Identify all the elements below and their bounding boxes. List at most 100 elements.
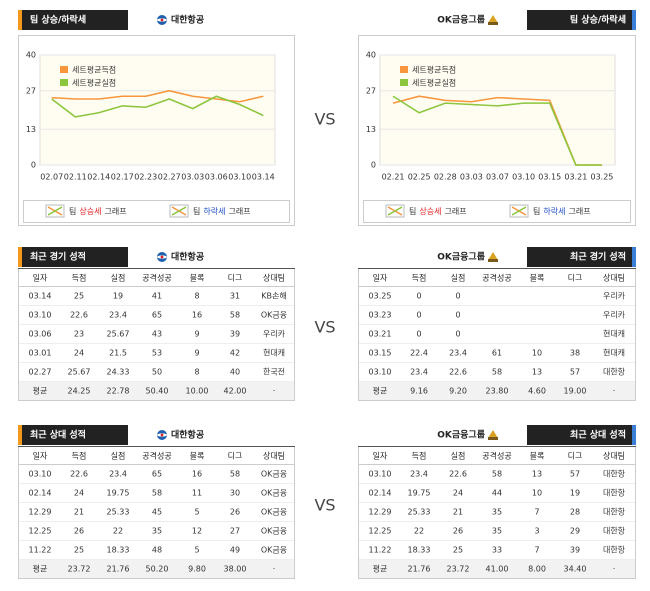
table-cell: 61 — [492, 349, 502, 358]
table-cell: OK금융 — [261, 527, 287, 536]
table-cell: 23 — [74, 330, 84, 339]
x-tick-label: 03.03 — [181, 173, 204, 182]
y-tick-label: 0 — [371, 161, 376, 170]
vs-label: VS — [314, 110, 335, 129]
column-header: 일자 — [33, 452, 48, 461]
table-cell: 5 — [194, 508, 199, 517]
team-logo — [488, 252, 498, 260]
team-logo-dot — [160, 433, 164, 437]
table-cell: 24 — [74, 349, 84, 358]
column-header: 득점 — [72, 273, 87, 283]
table-box — [18, 446, 295, 579]
team-name: OK금융그룹 — [437, 251, 485, 263]
column-header: 상대팀 — [603, 451, 625, 461]
column-header: 디그 — [568, 274, 583, 283]
legend-swatch — [400, 66, 408, 73]
legend-text-pre: 팀 — [533, 206, 540, 216]
column-header: 실점 — [111, 451, 126, 461]
team-logo-dot — [160, 18, 164, 22]
table-cell: 4.60 — [528, 387, 546, 396]
x-tick-label: 02.11 — [64, 173, 87, 182]
table-cell: 9.20 — [449, 387, 467, 396]
y-tick-label: 13 — [26, 125, 36, 134]
table-cell: 24.33 — [107, 368, 130, 377]
column-header: 득점 — [72, 451, 87, 461]
table-cell: 8.00 — [528, 565, 546, 574]
column-header: 공격성공 — [142, 451, 171, 461]
table-cell: 48 — [152, 546, 162, 555]
table-cell: OK금융 — [261, 311, 287, 320]
header-title: 팀 상승/하락세 — [30, 14, 86, 26]
table-cell: 9 — [194, 349, 199, 358]
team-logo-base — [488, 259, 498, 262]
table-cell: 35 — [492, 508, 502, 517]
average-row — [359, 560, 635, 578]
table-cell: 11.22 — [369, 546, 392, 555]
table-cell: 5 — [194, 546, 199, 555]
table-cell: 현대캐 — [603, 330, 625, 339]
table-cell: 22.6 — [70, 311, 88, 320]
average-row — [359, 382, 635, 400]
header-title: 최근 상대 성적 — [570, 429, 626, 441]
table-cell: 대한항 — [603, 527, 626, 536]
table-cell: 25.67 — [107, 330, 130, 339]
y-tick-label: 40 — [366, 51, 376, 60]
column-header: 득점 — [412, 451, 427, 461]
table-cell: 19 — [570, 489, 580, 498]
legend-text-post: 그래프 — [104, 207, 126, 216]
table-cell: 58 — [230, 470, 240, 479]
team-logo — [488, 430, 498, 438]
table-cell: 22 — [414, 527, 424, 536]
table-cell: 우리카 — [603, 292, 626, 301]
table-cell: 24.25 — [68, 387, 91, 396]
x-tick-label: 03.25 — [590, 173, 613, 182]
y-tick-label: 40 — [26, 51, 36, 60]
column-header: 블록 — [530, 273, 545, 283]
header-title: 최근 경기 성적 — [570, 251, 626, 263]
column-header: 상대팀 — [263, 273, 285, 283]
legend-text-em: 상승세 — [79, 206, 101, 216]
table-cell: 0 — [416, 330, 421, 339]
table-cell: 03.21 — [369, 330, 392, 339]
table-cell: 58 — [152, 489, 162, 498]
column-header: 실점 — [451, 451, 466, 461]
table-cell: 22.6 — [449, 470, 467, 479]
series-line — [392, 95, 602, 166]
table-cell: 50.20 — [146, 565, 169, 574]
table-cell: OK금융 — [261, 470, 287, 479]
column-header: 득점 — [412, 273, 427, 283]
legend-swatch — [60, 79, 68, 86]
column-header: 블록 — [190, 273, 205, 283]
table-cell: 49 — [230, 546, 240, 555]
table-cell: 11.22 — [29, 546, 52, 555]
column-header: 블록 — [530, 451, 545, 461]
x-tick-label: 02.25 — [408, 173, 431, 182]
table-cell: 7 — [534, 546, 539, 555]
legend-text: 팀 상승세 그래프 — [69, 206, 127, 216]
table-cell: 30 — [230, 489, 240, 498]
header-box — [18, 10, 128, 30]
table-cell: 평균 — [373, 564, 388, 574]
x-tick-label: 03.21 — [564, 173, 587, 182]
table-cell: 02.14 — [29, 489, 52, 498]
series-line — [51, 95, 264, 118]
team-name: 대한항공 — [171, 429, 204, 441]
table-cell: 13 — [532, 368, 542, 377]
table-cell: 23.4 — [109, 470, 127, 479]
header-accent — [632, 425, 636, 445]
table-cell: KB손해 — [261, 291, 286, 301]
table-cell: 31 — [230, 292, 240, 301]
table-cell: 45 — [152, 508, 162, 517]
header-box — [18, 425, 128, 445]
x-tick-label: 03.10 — [512, 173, 535, 182]
table-cell: 13 — [532, 470, 542, 479]
team-logo-base — [488, 437, 498, 440]
x-tick-label: 02.28 — [434, 173, 457, 182]
header-accent — [18, 247, 22, 267]
legend-icon-line — [511, 206, 527, 216]
header-accent — [632, 247, 636, 267]
table-cell: 50.40 — [146, 387, 169, 396]
table-cell: 0 — [416, 292, 421, 301]
table-cell: 0 — [455, 330, 460, 339]
vs-label: VS — [314, 318, 335, 337]
